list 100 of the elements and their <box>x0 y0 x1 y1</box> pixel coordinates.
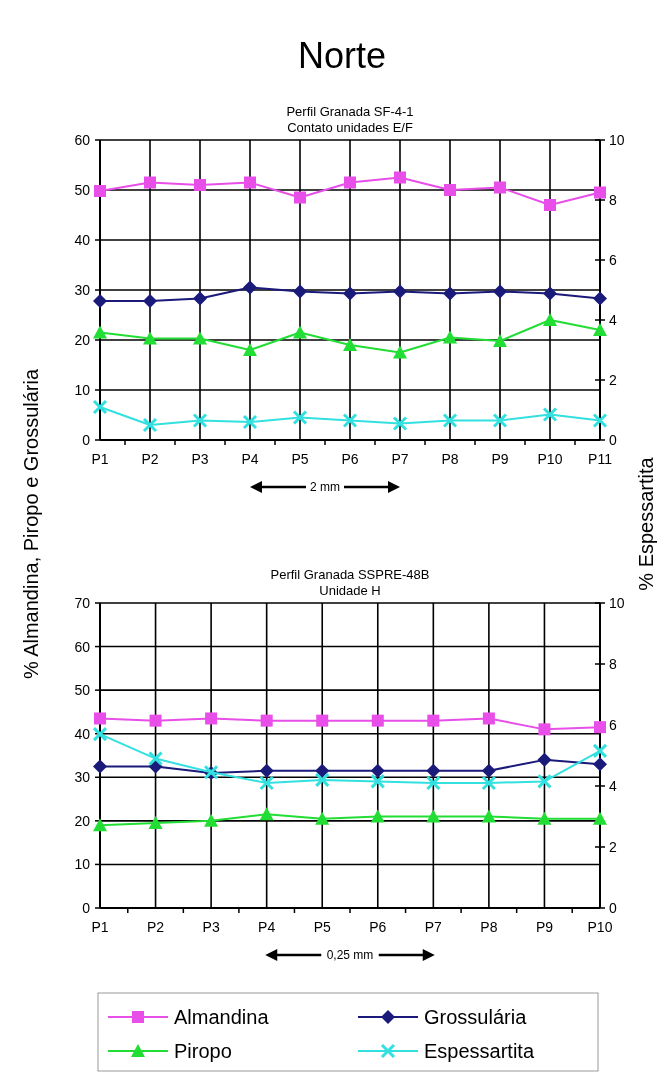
point <box>443 286 457 301</box>
point <box>538 723 551 736</box>
point <box>193 291 207 306</box>
point <box>92 399 108 415</box>
point <box>442 413 458 428</box>
point <box>194 179 206 191</box>
point <box>425 775 441 791</box>
point <box>343 286 357 301</box>
point <box>444 184 456 196</box>
y-tick-label: 30 <box>74 282 91 298</box>
point <box>315 763 330 778</box>
point <box>316 714 329 727</box>
y2-tick-label: 0 <box>609 900 617 916</box>
text: Norte <box>297 35 387 76</box>
point <box>244 176 256 189</box>
y-tick-label: 20 <box>74 332 91 348</box>
x-tick-label: P3 <box>202 919 220 935</box>
chart-title: Perfil Granada SF-4-1 <box>286 104 414 119</box>
x-tick-label: P5 <box>291 451 309 467</box>
point <box>193 331 207 345</box>
x-tick-label: P1 <box>91 919 109 935</box>
point <box>594 721 606 734</box>
chart-subtitle: Unidade H <box>319 583 381 598</box>
point <box>427 714 440 727</box>
point <box>293 325 307 339</box>
point <box>204 813 219 827</box>
x-tick-label: P7 <box>391 451 409 467</box>
point <box>492 413 508 428</box>
y-tick-label: 40 <box>74 232 91 248</box>
x-tick-label: P7 <box>424 919 443 935</box>
x-tick-label: P11 <box>588 451 613 467</box>
point <box>243 343 257 356</box>
x-tick-label: P6 <box>341 451 359 467</box>
point <box>394 171 406 184</box>
x-tick-label: P9 <box>491 451 509 467</box>
point <box>144 176 156 189</box>
point <box>537 811 552 825</box>
x-tick-label: P3 <box>191 451 209 467</box>
point <box>543 286 557 301</box>
point <box>592 743 608 759</box>
legend-label: Grossulária <box>424 1006 528 1028</box>
y-tick-label: 0 <box>82 900 91 916</box>
x-tick-label: P8 <box>480 919 498 935</box>
y2-tick-label: 0 <box>609 432 617 448</box>
point <box>393 284 407 299</box>
point <box>392 416 408 431</box>
y2-tick-label: 10 <box>609 132 625 148</box>
point <box>142 417 158 433</box>
point <box>443 330 457 344</box>
point <box>93 759 107 774</box>
text: 2 mm <box>310 480 340 494</box>
point <box>370 773 386 789</box>
y-tick-label: 60 <box>74 132 91 148</box>
point <box>344 176 356 189</box>
point <box>205 712 218 725</box>
point <box>494 181 506 194</box>
point <box>542 407 558 422</box>
y-axis-title: % Almandina, Piropo e Grossulária <box>20 368 42 680</box>
point <box>143 331 157 345</box>
legend-label: Piropo <box>174 1040 232 1062</box>
x-tick-label: P1 <box>91 451 109 467</box>
y2-axis-title: % Espessartita <box>635 456 657 591</box>
point <box>370 763 385 778</box>
point <box>259 775 275 791</box>
x-tick-label: P4 <box>258 919 276 935</box>
point <box>243 280 257 295</box>
point <box>592 413 608 428</box>
point <box>593 323 607 336</box>
y2-tick-label: 10 <box>609 595 625 611</box>
point <box>593 291 607 306</box>
legend-label: Espessartita <box>424 1040 535 1062</box>
x-tick-label: P4 <box>241 451 259 467</box>
point <box>370 809 385 823</box>
point <box>314 772 330 788</box>
y2-tick-label: 2 <box>609 372 617 388</box>
y2-tick-label: 4 <box>609 312 617 328</box>
y2-tick-label: 8 <box>609 192 617 208</box>
point <box>481 775 497 791</box>
chart-subtitle: Contato unidades E/F <box>287 120 413 135</box>
point <box>259 763 274 778</box>
point <box>481 763 496 778</box>
point <box>292 410 308 425</box>
point <box>259 807 274 821</box>
point <box>260 714 273 727</box>
x-tick-label: P9 <box>535 919 554 935</box>
point <box>242 414 258 430</box>
y-tick-label: 10 <box>74 382 91 398</box>
point <box>593 811 607 825</box>
x-tick-label: P8 <box>441 451 459 467</box>
point <box>482 712 495 725</box>
y2-tick-label: 2 <box>609 839 617 855</box>
y2-tick-label: 8 <box>609 656 617 672</box>
legend-label: Almandina <box>174 1006 270 1028</box>
y-tick-label: 10 <box>74 856 91 873</box>
point <box>342 413 358 428</box>
y-tick-label: 70 <box>74 595 91 611</box>
point <box>393 345 407 359</box>
point <box>92 726 108 742</box>
y-tick-label: 0 <box>82 432 91 448</box>
y-tick-label: 40 <box>74 725 91 742</box>
